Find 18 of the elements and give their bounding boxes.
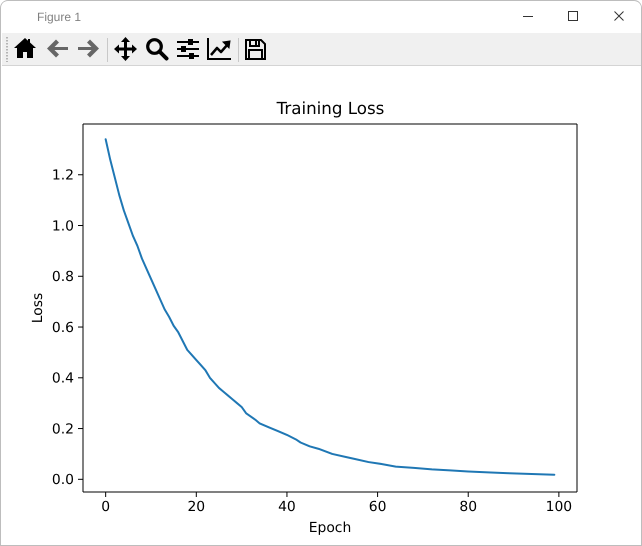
line-series [104, 138, 556, 476]
chart-title: Training Loss [276, 98, 384, 118]
x-tick-label: 20 [187, 498, 206, 515]
caption: Figure 1 [37, 10, 82, 24]
x-tick-label: 40 [278, 498, 296, 515]
x-tick-label: 100 [546, 498, 572, 515]
y-tick-label: 1.2 [52, 168, 74, 184]
y-tick-label: 1.0 [52, 218, 74, 234]
y-tick-label: 0.8 [52, 269, 74, 286]
x-tick-label: 60 [368, 498, 386, 515]
y-tick-label: 0.4 [52, 370, 74, 387]
y-tick-label: 0.2 [52, 421, 74, 438]
x-axis-title: Epoch [308, 520, 352, 536]
x-tick-label: 0 [101, 498, 110, 515]
y-tick-label: 0.0 [52, 472, 74, 488]
y-axis-title: Loss [30, 292, 46, 324]
x-tick-label: 80 [459, 498, 478, 515]
y-tick-label: 0.6 [52, 320, 74, 336]
